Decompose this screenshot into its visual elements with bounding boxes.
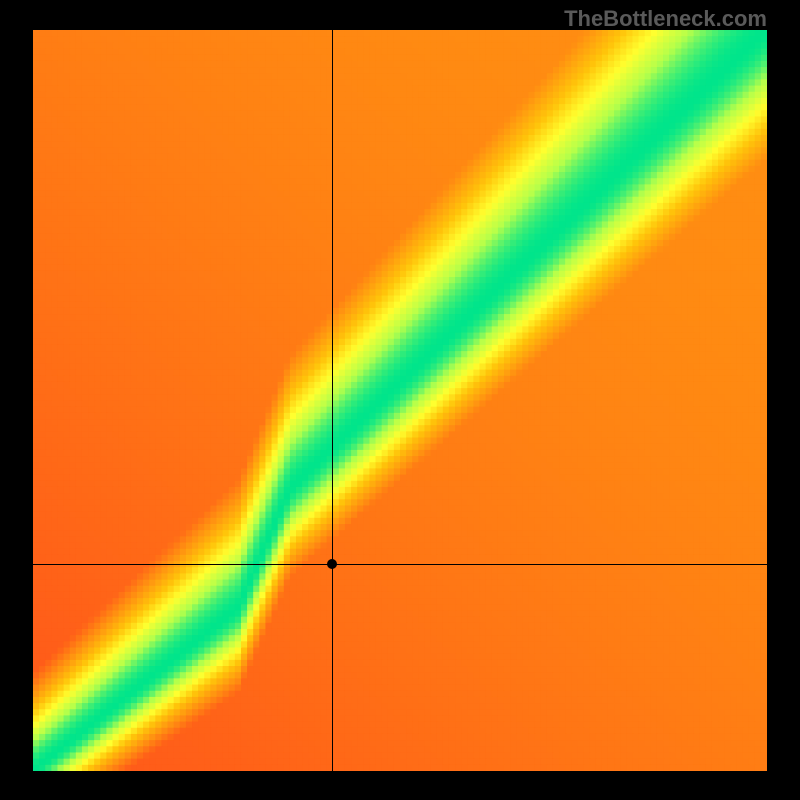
heatmap-canvas xyxy=(33,30,767,771)
crosshair-horizontal xyxy=(33,564,767,565)
crosshair-marker xyxy=(327,559,337,569)
watermark-text: TheBottleneck.com xyxy=(564,6,767,32)
crosshair-vertical xyxy=(332,30,333,771)
chart-container: TheBottleneck.com xyxy=(0,0,800,800)
